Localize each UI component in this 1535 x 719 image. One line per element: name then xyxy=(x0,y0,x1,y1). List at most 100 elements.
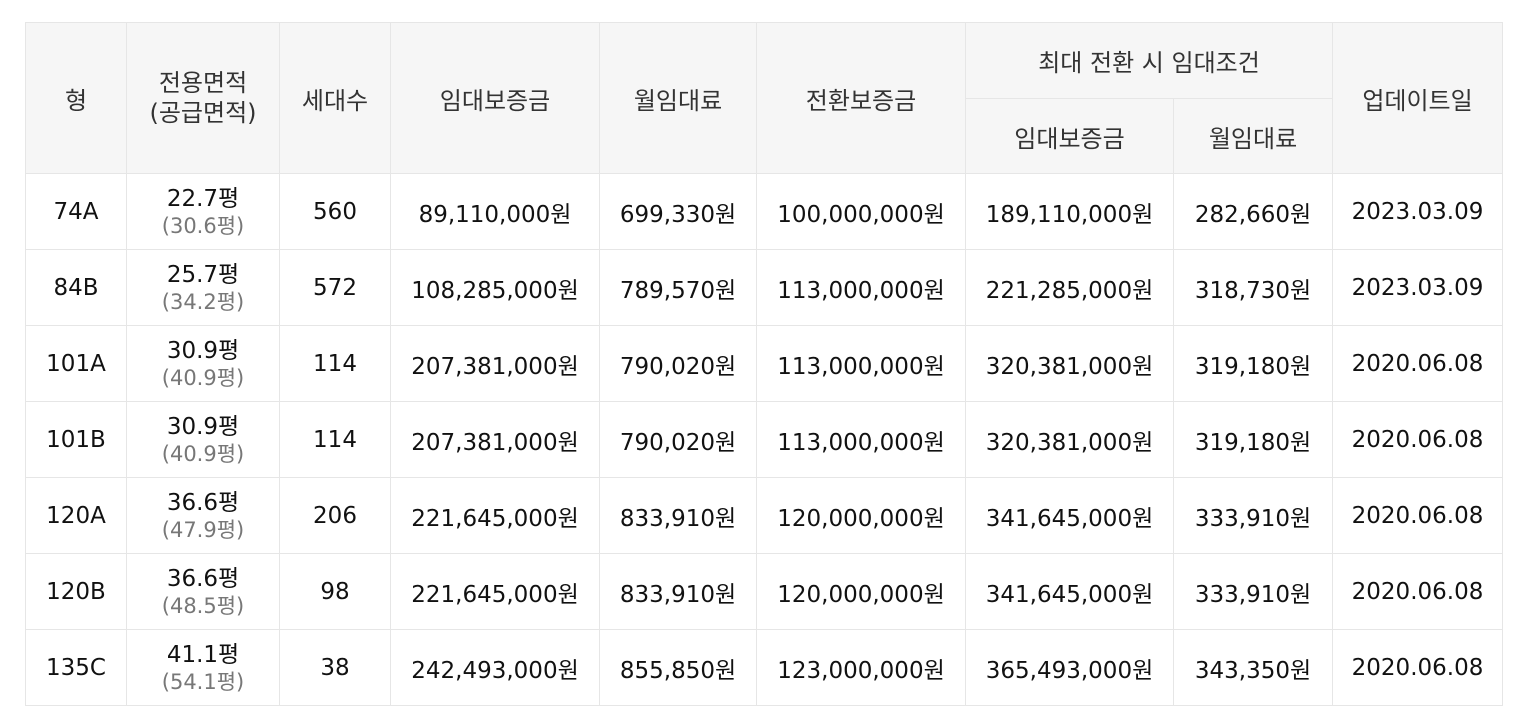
cell-deposit: 108,285,000원 xyxy=(390,249,600,326)
cell-deposit: 221,645,000원 xyxy=(390,477,600,554)
cell-monthly-rent: 790,020원 xyxy=(599,401,757,478)
cell-households: 38 xyxy=(279,629,391,706)
table-body: 74A 22.7평 (30.6평) 560 89,110,000원 699,330… xyxy=(25,173,1504,706)
cell-area: 30.9평 (40.9평) xyxy=(126,401,280,478)
cell-households: 206 xyxy=(279,477,391,554)
cell-deposit: 89,110,000원 xyxy=(390,173,600,250)
cell-max-deposit: 365,493,000원 xyxy=(965,629,1174,706)
cell-conversion-deposit: 113,000,000원 xyxy=(756,401,966,478)
header-type: 형 xyxy=(25,22,127,174)
cell-max-deposit: 320,381,000원 xyxy=(965,401,1174,478)
header-households: 세대수 xyxy=(279,22,391,174)
cell-area: 36.6평 (47.9평) xyxy=(126,477,280,554)
header-monthly-rent: 월임대료 xyxy=(599,22,757,174)
table-row: 101A 30.9평 (40.9평) 114 207,381,000원 790,0… xyxy=(25,325,1504,402)
header-area: 전용면적 (공급면적) xyxy=(126,22,280,174)
cell-area-exclusive: 36.6평 xyxy=(166,565,240,592)
cell-households: 560 xyxy=(279,173,391,250)
header-deposit: 임대보증금 xyxy=(390,22,600,174)
table-row: 101B 30.9평 (40.9평) 114 207,381,000원 790,0… xyxy=(25,401,1504,478)
cell-conversion-deposit: 123,000,000원 xyxy=(756,629,966,706)
cell-update-date: 2023.03.09 xyxy=(1332,173,1504,250)
cell-max-deposit: 221,285,000원 xyxy=(965,249,1174,326)
cell-conversion-deposit: 100,000,000원 xyxy=(756,173,966,250)
cell-area-supply: (47.9평) xyxy=(161,517,245,542)
cell-area-exclusive: 30.9평 xyxy=(166,413,240,440)
cell-area-supply: (40.9평) xyxy=(161,365,245,390)
cell-conversion-deposit: 113,000,000원 xyxy=(756,249,966,326)
cell-area: 41.1평 (54.1평) xyxy=(126,629,280,706)
header-update-date: 업데이트일 xyxy=(1332,22,1504,174)
cell-update-date: 2020.06.08 xyxy=(1332,325,1504,402)
cell-conversion-deposit: 113,000,000원 xyxy=(756,325,966,402)
cell-type: 101B xyxy=(25,401,127,478)
cell-max-deposit: 189,110,000원 xyxy=(965,173,1174,250)
cell-monthly-rent: 790,020원 xyxy=(599,325,757,402)
table-header: 형 전용면적 (공급면적) 세대수 임대보증금 월임대료 전환보증금 최대 전환… xyxy=(25,22,1504,174)
cell-area-supply: (54.1평) xyxy=(161,669,245,694)
cell-deposit: 207,381,000원 xyxy=(390,401,600,478)
table-row: 135C 41.1평 (54.1평) 38 242,493,000원 855,85… xyxy=(25,629,1504,706)
cell-area-exclusive: 25.7평 xyxy=(166,261,240,288)
cell-conversion-deposit: 120,000,000원 xyxy=(756,553,966,630)
cell-households: 572 xyxy=(279,249,391,326)
cell-update-date: 2020.06.08 xyxy=(1332,477,1504,554)
cell-area: 25.7평 (34.2평) xyxy=(126,249,280,326)
cell-area-supply: (34.2평) xyxy=(161,289,245,314)
cell-monthly-rent: 855,850원 xyxy=(599,629,757,706)
cell-max-monthly-rent: 282,660원 xyxy=(1172,173,1334,250)
cell-area: 22.7평 (30.6평) xyxy=(126,173,280,250)
cell-area-exclusive: 30.9평 xyxy=(166,337,240,364)
cell-update-date: 2020.06.08 xyxy=(1332,629,1504,706)
table-row: 120A 36.6평 (47.9평) 206 221,645,000원 833,9… xyxy=(25,477,1504,554)
cell-max-monthly-rent: 333,910원 xyxy=(1172,477,1334,554)
cell-deposit: 221,645,000원 xyxy=(390,553,600,630)
cell-type: 101A xyxy=(25,325,127,402)
cell-type: 120A xyxy=(25,477,127,554)
cell-area-supply: (40.9평) xyxy=(161,441,245,466)
table-row: 120B 36.6평 (48.5평) 98 221,645,000원 833,91… xyxy=(25,553,1504,630)
cell-monthly-rent: 833,910원 xyxy=(599,477,757,554)
cell-conversion-deposit: 120,000,000원 xyxy=(756,477,966,554)
cell-max-monthly-rent: 318,730원 xyxy=(1172,249,1334,326)
header-max-deposit: 임대보증금 xyxy=(965,98,1174,174)
cell-households: 98 xyxy=(279,553,391,630)
table-row: 84B 25.7평 (34.2평) 572 108,285,000원 789,57… xyxy=(25,249,1504,326)
cell-type: 120B xyxy=(25,553,127,630)
cell-type: 135C xyxy=(25,629,127,706)
cell-max-monthly-rent: 319,180원 xyxy=(1172,401,1334,478)
cell-deposit: 242,493,000원 xyxy=(390,629,600,706)
cell-area-supply: (48.5평) xyxy=(161,593,245,618)
header-area-exclusive: 전용면적 xyxy=(158,69,248,97)
cell-update-date: 2020.06.08 xyxy=(1332,553,1504,630)
cell-max-deposit: 320,381,000원 xyxy=(965,325,1174,402)
cell-max-monthly-rent: 343,350원 xyxy=(1172,629,1334,706)
cell-area: 36.6평 (48.5평) xyxy=(126,553,280,630)
header-area-supply: (공급면적) xyxy=(149,99,257,127)
cell-monthly-rent: 789,570원 xyxy=(599,249,757,326)
cell-type: 74A xyxy=(25,173,127,250)
cell-max-deposit: 341,645,000원 xyxy=(965,477,1174,554)
rental-conditions-table: 형 전용면적 (공급면적) 세대수 임대보증금 월임대료 전환보증금 최대 전환… xyxy=(25,22,1504,706)
cell-update-date: 2023.03.09 xyxy=(1332,249,1504,326)
table-row: 74A 22.7평 (30.6평) 560 89,110,000원 699,330… xyxy=(25,173,1504,250)
cell-monthly-rent: 833,910원 xyxy=(599,553,757,630)
cell-area-exclusive: 41.1평 xyxy=(166,641,240,668)
cell-type: 84B xyxy=(25,249,127,326)
cell-monthly-rent: 699,330원 xyxy=(599,173,757,250)
cell-deposit: 207,381,000원 xyxy=(390,325,600,402)
header-max-monthly-rent: 월임대료 xyxy=(1172,98,1334,174)
cell-max-monthly-rent: 333,910원 xyxy=(1172,553,1334,630)
cell-area-exclusive: 36.6평 xyxy=(166,489,240,516)
cell-households: 114 xyxy=(279,325,391,402)
rental-table-container: 형 전용면적 (공급면적) 세대수 임대보증금 월임대료 전환보증금 최대 전환… xyxy=(25,22,1504,706)
cell-update-date: 2020.06.08 xyxy=(1332,401,1504,478)
header-max-conversion: 최대 전환 시 임대조건 xyxy=(964,22,1334,99)
cell-households: 114 xyxy=(279,401,391,478)
header-conversion-deposit: 전환보증금 xyxy=(756,22,966,174)
cell-area-supply: (30.6평) xyxy=(161,213,245,238)
cell-max-deposit: 341,645,000원 xyxy=(965,553,1174,630)
cell-area: 30.9평 (40.9평) xyxy=(126,325,280,402)
cell-area-exclusive: 22.7평 xyxy=(166,185,240,212)
cell-max-monthly-rent: 319,180원 xyxy=(1172,325,1334,402)
